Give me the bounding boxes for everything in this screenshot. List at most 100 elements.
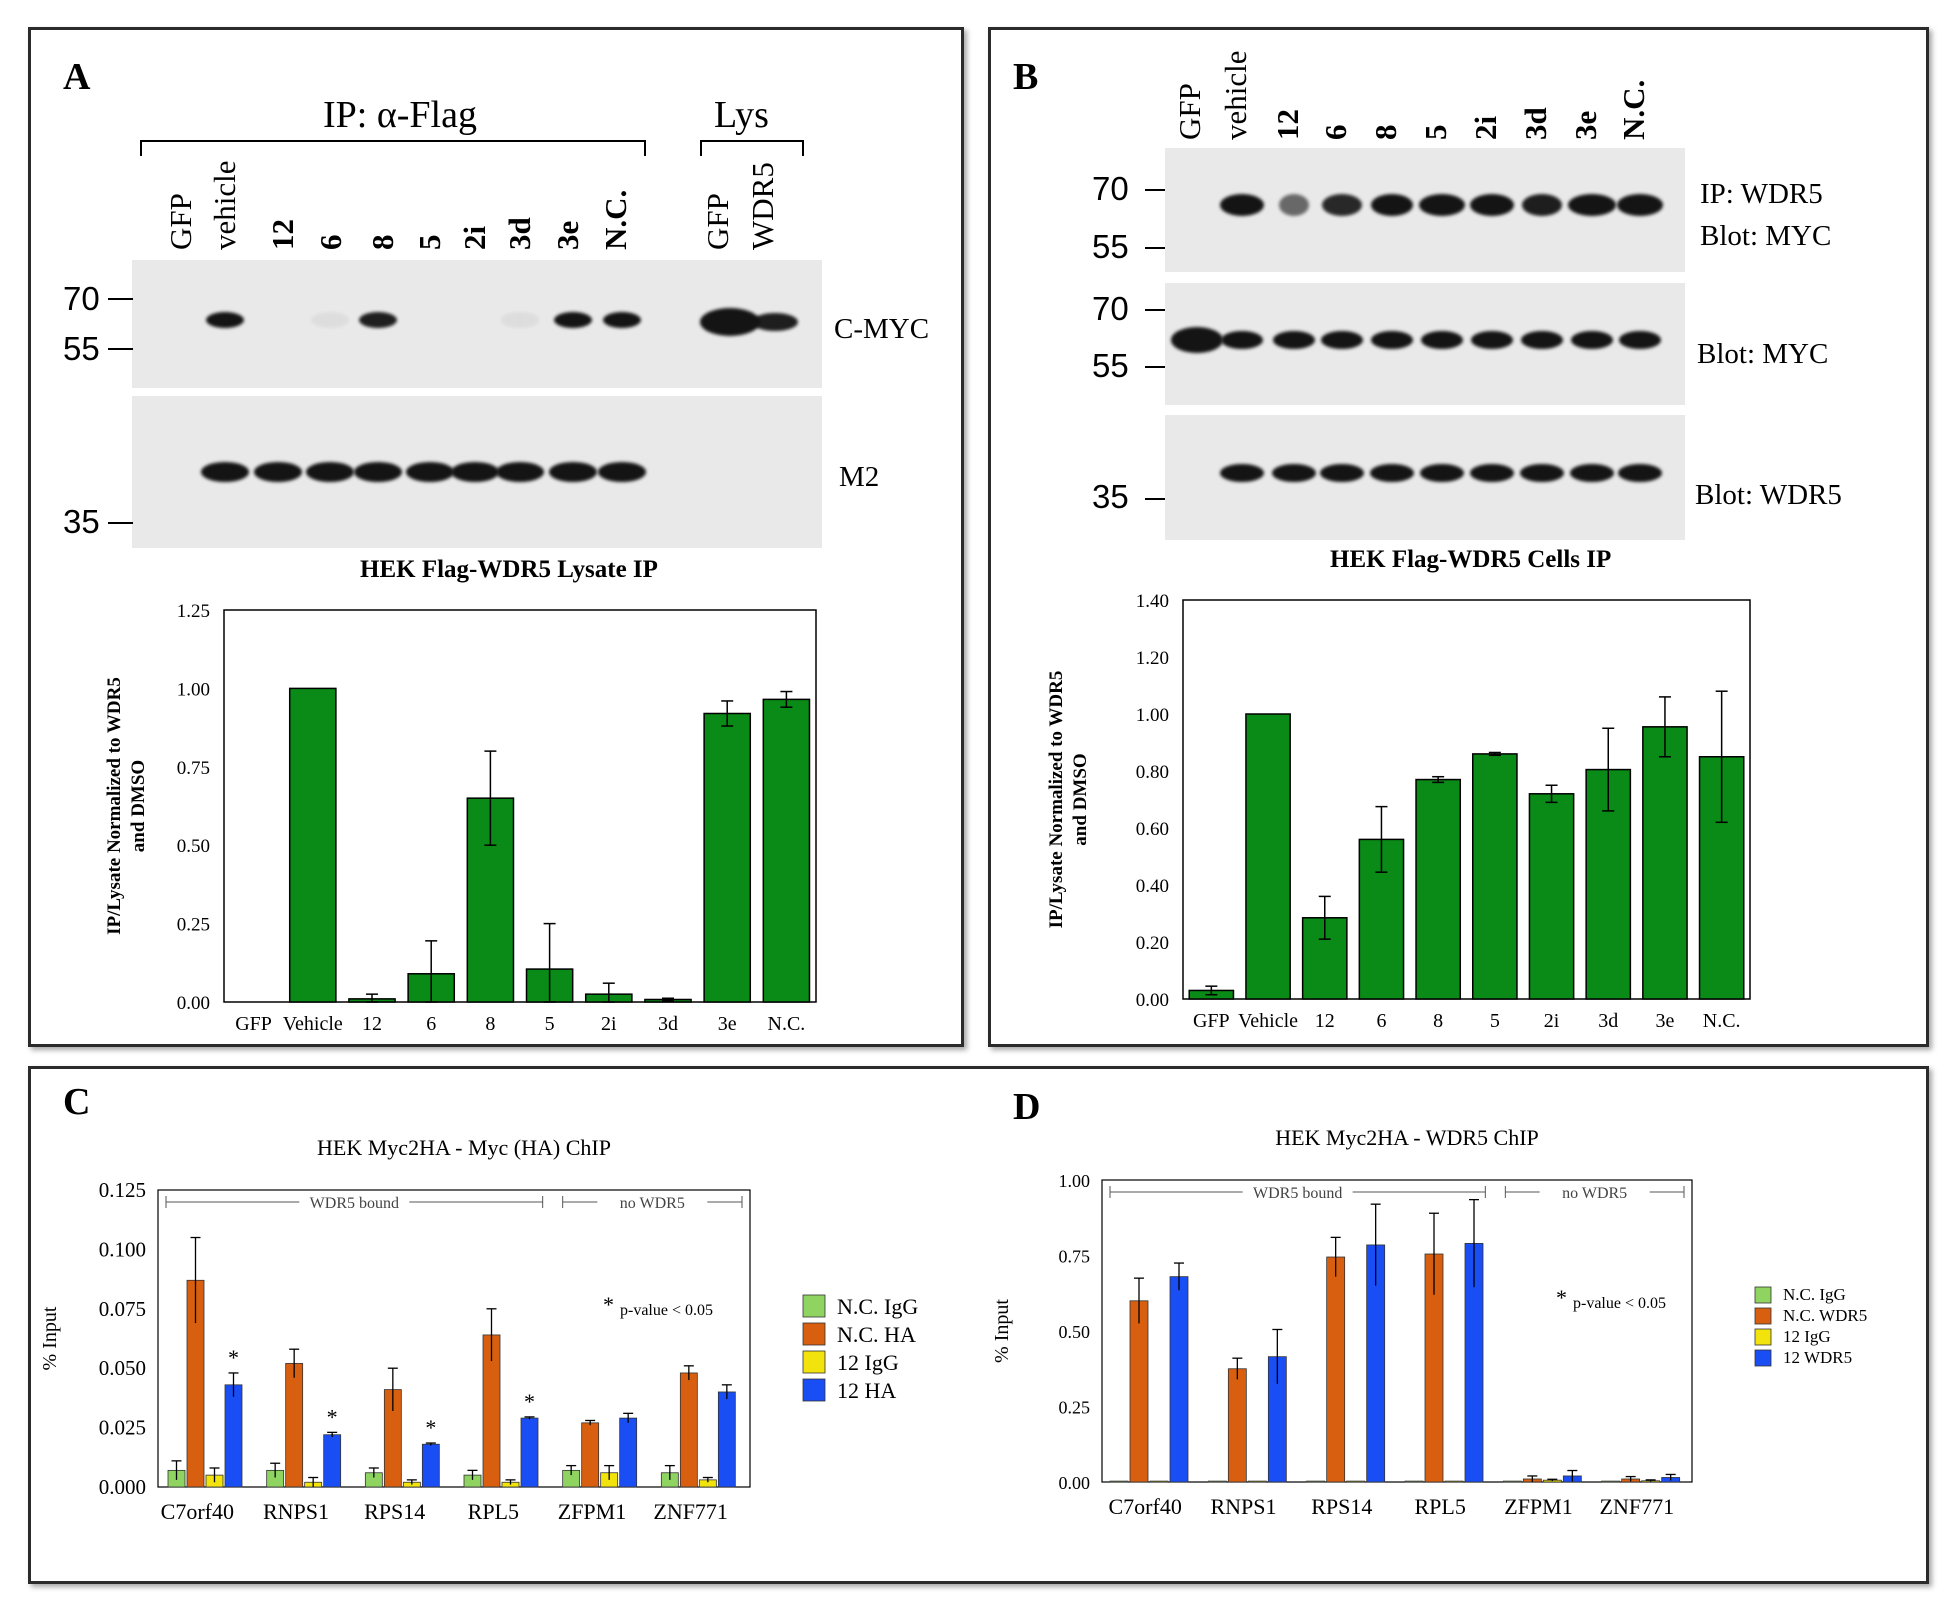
y-tick-label: 0.50: [177, 836, 210, 857]
x-tick-label: RPS14: [1311, 1494, 1372, 1519]
y-tick-label: 1.00: [177, 679, 210, 700]
x-tick-label: N.C.: [768, 1013, 806, 1035]
cmyc-label: C-MYC: [834, 313, 930, 345]
y-axis-label: IP/Lysate Normalized to WDR5 and DMSO: [1046, 671, 1091, 929]
lane-label: 12: [1270, 109, 1305, 140]
x-tick-label: 8: [1433, 1010, 1443, 1032]
bar: [1528, 793, 1575, 1000]
m2-label: M2: [839, 461, 880, 493]
x-tick-label: 5: [1490, 1010, 1500, 1032]
ip-header: IP: α-Flag: [323, 94, 477, 136]
x-tick-label: Vehicle: [1238, 1010, 1298, 1032]
blot-wdr5-label: Blot: WDR5: [1695, 479, 1842, 511]
legend-label: N.C. IgG: [837, 1294, 918, 1319]
y-tick-label: 1.25: [177, 601, 210, 622]
blot-band: [1279, 194, 1309, 216]
x-tick-label: 3e: [1656, 1010, 1675, 1032]
panel-d-letter: D: [1013, 1086, 1041, 1128]
mw-35-b3-tick: [1145, 498, 1165, 500]
mw-55-b1: 55: [1092, 228, 1129, 265]
pvalue-star: *: [603, 1292, 614, 1317]
pvalue-star: *: [1556, 1285, 1567, 1310]
blot-band: [1322, 194, 1362, 216]
bar: [619, 1417, 638, 1488]
x-tick-label: RPS14: [364, 1499, 425, 1524]
x-tick-label: 3d: [658, 1013, 678, 1035]
blot-band: [1272, 464, 1316, 482]
blot-band: [1470, 464, 1514, 482]
bar: [1404, 1480, 1424, 1483]
blot-band: [1470, 194, 1514, 216]
bar: [1502, 1480, 1522, 1483]
significance-star: *: [524, 1389, 535, 1414]
blot-band: [451, 462, 499, 482]
mw-70-b2-tick: [1145, 309, 1165, 311]
legend-label: 12 IgG: [1783, 1327, 1831, 1346]
blot-band: [1419, 194, 1465, 216]
blot-band: [1521, 331, 1563, 349]
legend-swatch: [1754, 1307, 1772, 1325]
lane-label: 8: [1368, 124, 1403, 141]
significance-star: *: [425, 1415, 436, 1440]
bar: [285, 1363, 304, 1488]
y-tick-label: 0.20: [1136, 933, 1169, 954]
blot-band: [1571, 331, 1613, 349]
x-tick-label: RNPS1: [1210, 1494, 1276, 1519]
y-tick-label: 0.60: [1136, 819, 1169, 840]
plot-frame: [223, 609, 817, 1003]
x-tick-label: 3e: [718, 1013, 737, 1035]
blot-band: [1471, 331, 1513, 349]
lane-label: vehicle: [207, 160, 242, 250]
blot-band: [598, 462, 646, 482]
y-tick-label: 0.25: [1059, 1398, 1091, 1418]
y-tick-label: 0.000: [99, 1475, 146, 1499]
x-tick-label: C7orf40: [161, 1499, 234, 1524]
bar: [224, 1384, 243, 1488]
mw-55-b1-tick: [1145, 247, 1165, 249]
chart-b: 0.00 0.20 0.40 0.60 0.80 1.00 1.20 1.40 GFP Vehic…: [1046, 591, 1751, 1032]
mw-70-a-tick: [108, 298, 133, 300]
lane-label: WDR5: [745, 162, 780, 250]
bar: [1415, 778, 1462, 1000]
mw-70-b1-tick: [1145, 189, 1165, 191]
blot-band: [359, 312, 397, 328]
blot-band: [1421, 331, 1463, 349]
bracket-wdr5-bound-label: WDR5 bound: [1253, 1185, 1342, 1202]
y-tick-label: 0.40: [1136, 876, 1169, 897]
ip-bracket: [140, 140, 646, 156]
lane-label: 12: [265, 219, 300, 250]
chart-a: 0.00 0.25 0.50 0.75 1.00 1.25 GFP Vehicle 12 6 8 5 2…: [104, 601, 817, 1035]
bar: [1109, 1480, 1129, 1483]
panel-c-letter: C: [63, 1081, 91, 1123]
mw-35-a: 35: [63, 503, 100, 540]
x-tick-label: ZNF771: [653, 1499, 728, 1524]
blot-band: [1568, 194, 1616, 216]
bracket-no-wdr5-label: no WDR5: [1562, 1185, 1627, 1202]
blot-band: [201, 462, 249, 482]
blot-band: [206, 312, 244, 328]
legend-swatch: [1754, 1328, 1772, 1346]
plot-frame: [157, 1189, 751, 1488]
chart-title: HEK Myc2HA - WDR5 ChIP: [1275, 1125, 1539, 1150]
x-tick-label: 12: [362, 1013, 382, 1035]
lane-label: N.C.: [1616, 79, 1651, 140]
x-tick-label: 8: [485, 1013, 495, 1035]
legend-label: N.C. WDR5: [1783, 1306, 1867, 1325]
y-axis-label-line: IP/Lysate Normalized to WDR5: [1046, 671, 1067, 929]
blot-band: [1273, 331, 1315, 349]
legend-swatch: [802, 1350, 826, 1374]
legend-label: 12 HA: [837, 1378, 896, 1403]
y-tick-label: 0.075: [99, 1297, 146, 1321]
blot-band: [254, 462, 302, 482]
x-tick-label: C7orf40: [1109, 1494, 1182, 1519]
bracket-wdr5-bound-label: WDR5 bound: [310, 1195, 399, 1212]
mw-35-a-tick: [108, 522, 133, 524]
x-tick-label: RPL5: [468, 1499, 519, 1524]
panel-cd-frame: [28, 1066, 1929, 1584]
y-tick-label: 1.40: [1136, 591, 1169, 612]
chart-c: HEK Myc2HA - Myc (HA) ChIP 0.000 0.025 0.05…: [39, 1135, 918, 1524]
ip-wdr5-label: IP: WDR5: [1700, 178, 1823, 210]
panel-a-letter: A: [63, 56, 91, 98]
blot-band: [603, 312, 641, 328]
legend-swatch: [802, 1378, 826, 1402]
